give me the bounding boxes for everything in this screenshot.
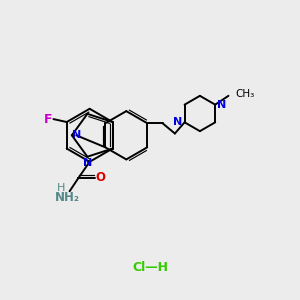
- Text: O: O: [95, 172, 105, 184]
- Text: N: N: [173, 117, 183, 127]
- Text: CH₃: CH₃: [236, 89, 255, 99]
- Text: N: N: [217, 100, 226, 110]
- Text: NH₂: NH₂: [55, 191, 80, 204]
- Text: H: H: [57, 183, 66, 193]
- Text: N: N: [73, 130, 82, 140]
- Text: N: N: [83, 158, 92, 168]
- Text: F: F: [44, 112, 53, 126]
- Text: Cl—H: Cl—H: [132, 261, 168, 274]
